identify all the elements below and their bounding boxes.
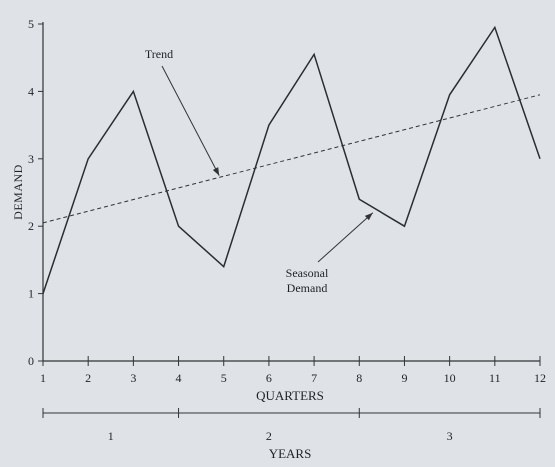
series-group xyxy=(42,25,541,294)
arrowhead xyxy=(212,167,220,176)
years-label: 3 xyxy=(447,429,453,443)
y-tick-label: 4 xyxy=(28,84,34,98)
y-axis: 0 1 2 3 4 5 DEMAND xyxy=(11,17,44,368)
x-tick-label: 4 xyxy=(176,371,182,385)
y-tick-label: 3 xyxy=(28,152,34,166)
annotation-trend: Trend xyxy=(145,47,220,176)
x-tick-label: 7 xyxy=(311,371,317,385)
y-axis-label: DEMAND xyxy=(11,164,25,220)
x-tick-label: 3 xyxy=(130,371,136,385)
y-tick-label: 2 xyxy=(28,219,34,233)
x-tick-label: 1 xyxy=(40,371,46,385)
x-tick-label: 2 xyxy=(85,371,91,385)
y-tick-label: 5 xyxy=(28,17,34,31)
annotation-seasonal-label-line2: Demand xyxy=(287,281,328,295)
x-tick-label: 10 xyxy=(444,371,456,385)
years-axis-label: YEARS xyxy=(269,446,312,461)
x-tick-label: 9 xyxy=(401,371,407,385)
x-tick-label: 11 xyxy=(489,371,501,385)
x-tick-group: 1 2 3 4 5 6 7 8 9 10 11 12 xyxy=(40,356,546,385)
y-tick-label: 0 xyxy=(28,354,34,368)
years-label: 2 xyxy=(266,429,272,443)
seasonal-demand-line xyxy=(42,25,541,294)
x-tick-label: 8 xyxy=(356,371,362,385)
annotation-trend-arrow xyxy=(161,65,220,176)
x-tick-label: 12 xyxy=(534,371,546,385)
x-axis-label: QUARTERS xyxy=(256,388,324,403)
years-tick-group: 1 2 3 xyxy=(42,408,541,443)
arrowhead xyxy=(364,212,373,221)
annotation-seasonal-demand: Seasonal Demand xyxy=(286,212,374,295)
annotation-seasonal-arrow xyxy=(317,212,374,263)
x-axis: 1 2 3 4 5 6 7 8 9 10 11 12 QUARTERS xyxy=(40,356,546,403)
y-tick-label: 1 xyxy=(28,287,34,301)
years-label: 1 xyxy=(108,429,114,443)
x-tick-label: 6 xyxy=(266,371,272,385)
years-axis: 1 2 3 YEARS xyxy=(42,408,541,461)
x-tick-label: 5 xyxy=(221,371,227,385)
y-tick-group: 0 1 2 3 4 5 xyxy=(28,17,43,368)
annotation-trend-label: Trend xyxy=(145,47,173,61)
annotation-seasonal-label-line1: Seasonal xyxy=(286,266,329,280)
trend-line xyxy=(42,94,541,224)
